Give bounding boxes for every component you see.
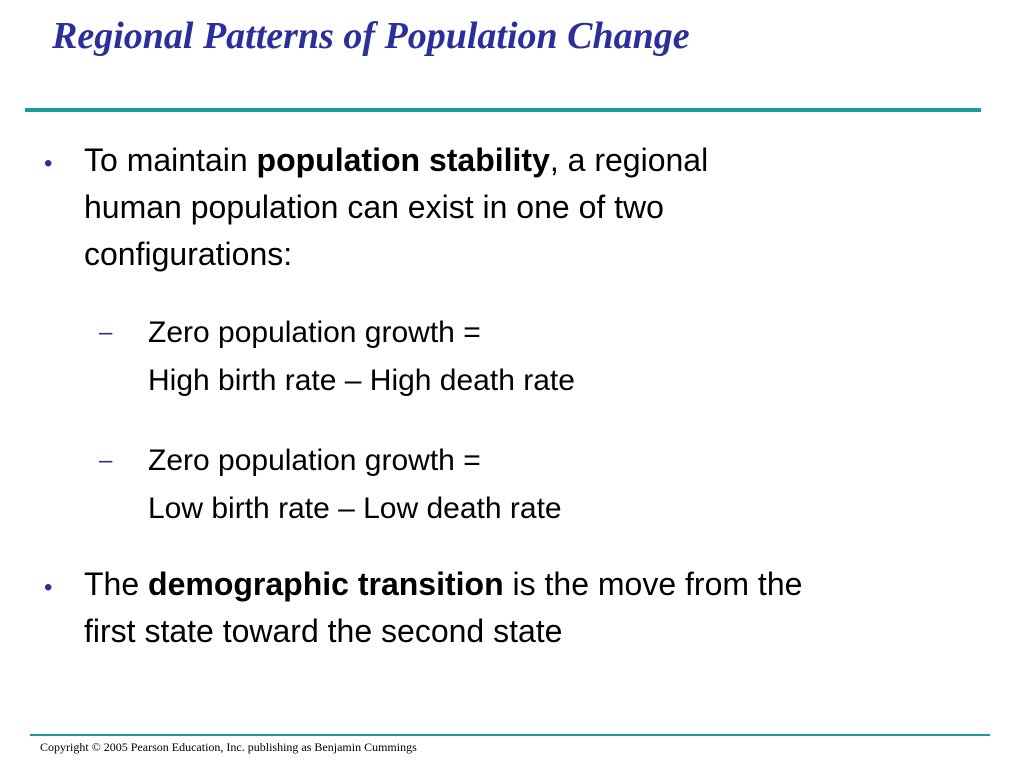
- text-run: is the move from the: [503, 566, 803, 602]
- text-run: To maintain: [84, 142, 257, 178]
- bullet-population-stability: To maintain population stability, a regi…: [84, 137, 1004, 278]
- copyright-footer: Copyright © 2005 Pearson Education, Inc.…: [40, 740, 417, 754]
- slide-title: Regional Patterns of Population Change: [52, 15, 690, 57]
- subbullet-line: Zero population growth =: [148, 316, 481, 349]
- bullet-marker: •: [44, 574, 53, 601]
- bullet-line: The demographic transition is the move f…: [84, 561, 1004, 608]
- bold-term: population stability: [256, 142, 550, 178]
- bullet-marker: •: [44, 150, 53, 177]
- bullet-line: human population can exist in one of two: [84, 189, 664, 225]
- bold-term: demographic transition: [148, 566, 504, 602]
- bullet-line: To maintain population stability, a regi…: [84, 137, 1004, 184]
- subbullet-line: Low birth rate – Low death rate: [148, 492, 562, 525]
- bullet-demographic-transition: The demographic transition is the move f…: [84, 561, 1004, 655]
- footer-divider: [30, 734, 990, 736]
- bullet-line: first state toward the second state: [84, 613, 563, 649]
- subbullet-high-rates: Zero population growth = High birth rate…: [148, 309, 1008, 405]
- text-run: The: [84, 566, 149, 602]
- title-divider: [25, 108, 981, 112]
- subbullet-line: High birth rate – High death rate: [148, 364, 575, 397]
- text-run: , a regional: [549, 142, 709, 178]
- subbullet-line: Zero population growth =: [148, 444, 481, 477]
- subbullet-marker: –: [99, 447, 113, 474]
- subbullet-low-rates: Zero population growth = Low birth rate …: [148, 437, 1008, 533]
- subbullet-marker: –: [99, 319, 113, 346]
- bullet-line: configurations:: [84, 236, 293, 272]
